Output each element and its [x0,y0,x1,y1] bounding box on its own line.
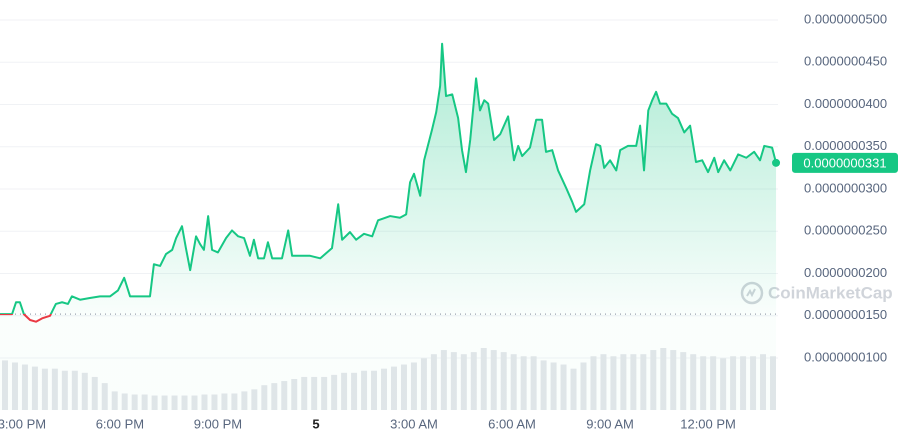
y-tick-label: 0.0000000100 [804,349,887,364]
y-tick-label: 0.0000000350 [804,138,887,153]
y-tick-label: 0.0000000150 [804,307,887,322]
price-label: 0.0000000331 [803,155,886,170]
y-tick-label: 0.0000000300 [804,180,887,195]
price-area [0,43,777,410]
y-tick-label: 0.0000000400 [804,96,887,111]
x-tick-label: 9:00 AM [586,416,634,431]
last-point [772,158,781,167]
y-tick-label: 0.0000000250 [804,223,887,238]
x-tick-label: 3:00 AM [390,416,438,431]
price-label-box [792,152,898,173]
y-tick-label: 0.0000000200 [804,265,887,280]
x-tick-label: 6:00 PM [96,416,144,431]
price-line [0,42,778,323]
x-tick-label: 9:00 PM [194,416,242,431]
x-tick-label: 6:00 AM [488,416,536,431]
watermark-text: CoinMarketCap [768,283,893,302]
y-tick-label: 0.0000000500 [804,11,887,26]
x-tick-label: 12:00 PM [680,416,736,431]
x-tick-label: 3:00 PM [0,416,46,431]
y-tick-label: 0.0000000450 [804,54,887,69]
x-tick-label: 5 [312,416,319,431]
